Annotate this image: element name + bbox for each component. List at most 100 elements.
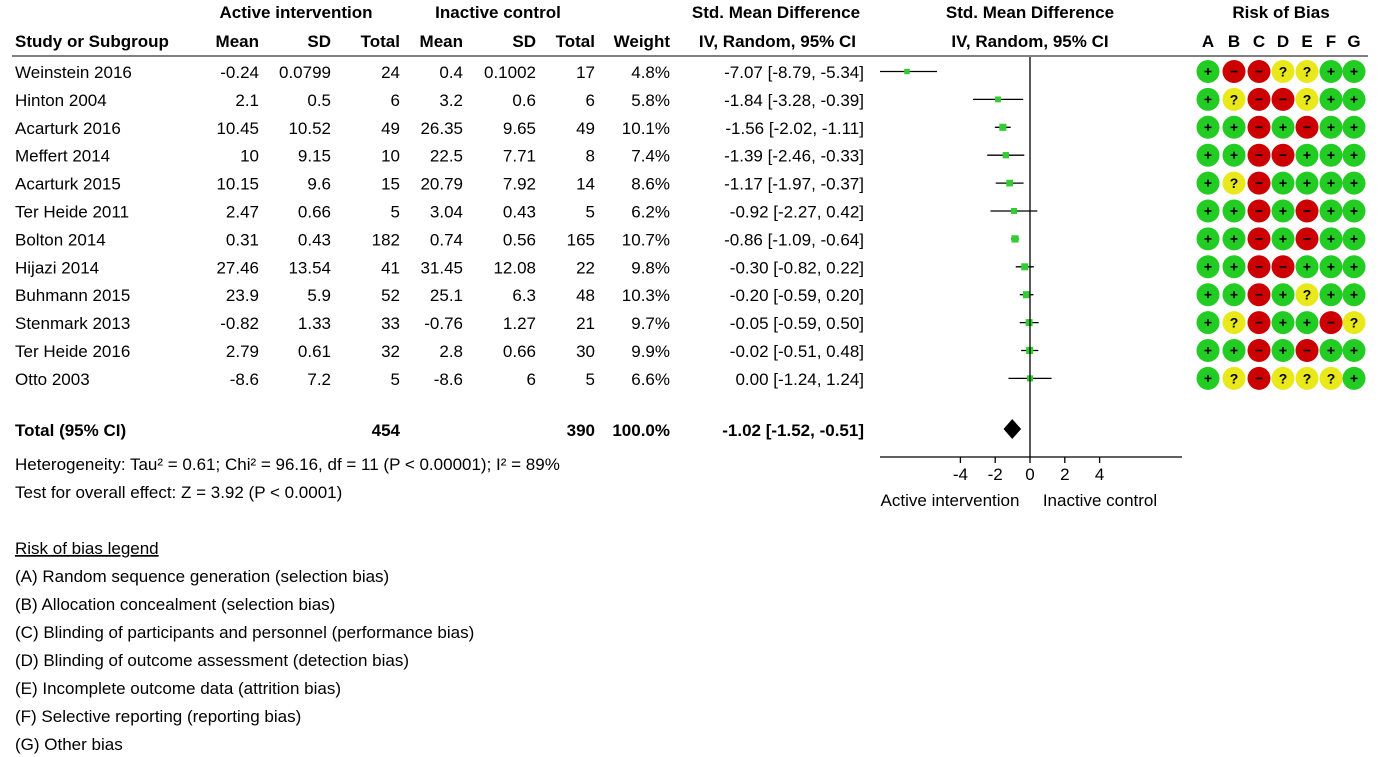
high-risk-icon (1247, 115, 1271, 139)
rob-domain-header-g: G (1347, 32, 1360, 51)
weight: 10.1% (622, 119, 670, 138)
active-total: 32 (381, 342, 400, 361)
active-mean: 0.31 (226, 230, 259, 249)
rob-circle (1222, 311, 1246, 335)
low-risk-icon (1196, 255, 1220, 279)
heterogeneity-text: Heterogeneity: Tau² = 0.61; Chi² = 96.16… (15, 455, 560, 474)
control-sd: 0.56 (503, 230, 536, 249)
rob-domain-header-b: B (1228, 32, 1240, 51)
rob-circle (1295, 87, 1319, 111)
unclear-risk-icon: ? (1222, 87, 1246, 111)
ci-text: 0.00 [-1.24, 1.24] (735, 370, 864, 389)
high-risk-icon (1319, 311, 1343, 335)
control-mean: 2.8 (439, 342, 463, 361)
weight: 4.8% (631, 63, 670, 82)
active-sd: 13.54 (288, 258, 331, 277)
control-total: 30 (576, 342, 595, 361)
high-risk-icon (1271, 87, 1295, 111)
control-sd: 0.6 (512, 91, 536, 110)
study-name: Hinton 2004 (15, 91, 107, 110)
active-total: 6 (391, 91, 400, 110)
header-control-total: Total (556, 32, 595, 51)
rob-circle (1271, 366, 1295, 390)
low-risk-icon (1222, 199, 1246, 223)
active-total: 5 (391, 370, 400, 389)
low-risk-icon (1319, 283, 1343, 307)
header-active-total: Total (361, 32, 400, 51)
low-risk-icon (1295, 171, 1319, 195)
control-sd: 7.71 (503, 147, 536, 166)
control-sd: 12.08 (493, 258, 536, 277)
weight: 8.6% (631, 175, 670, 194)
table-row: Meffert 2014 10 9.15 10 22.5 7.71 8 7.4% -1.39 [… (15, 147, 864, 166)
control-total: 8 (586, 147, 595, 166)
control-sd: 9.65 (503, 119, 536, 138)
header-active-mean: Mean (216, 32, 259, 51)
low-risk-icon (1196, 366, 1220, 390)
rob-circle (1222, 366, 1246, 390)
question-mark: ? (1303, 287, 1312, 303)
control-total: 48 (576, 286, 595, 305)
ci-text: -0.92 [-2.27, 0.42] (730, 203, 864, 222)
high-risk-icon (1247, 366, 1271, 390)
weight: 10.7% (622, 230, 670, 249)
study-name: Acarturk 2016 (15, 119, 121, 138)
low-risk-icon (1271, 339, 1295, 362)
active-total: 52 (381, 286, 400, 305)
study-name: Stenmark 2013 (15, 314, 130, 333)
high-risk-icon (1247, 199, 1271, 223)
high-risk-icon (1295, 227, 1319, 251)
control-mean: 0.4 (439, 63, 463, 82)
x-tick-label: -4 (953, 465, 968, 484)
rob-domain-header-a: A (1202, 32, 1214, 51)
point-estimate-marker (1022, 291, 1031, 299)
high-risk-icon (1271, 143, 1295, 167)
question-mark: ? (1350, 315, 1359, 331)
study-name: Buhmann 2015 (15, 286, 130, 305)
low-risk-icon (1342, 171, 1366, 195)
table-row: Hinton 2004 2.1 0.5 6 3.2 0.6 6 5.8% -1.84 [-3.2… (15, 91, 864, 110)
high-risk-icon (1222, 60, 1246, 83)
weight: 9.9% (631, 342, 670, 361)
control-mean: -8.6 (434, 370, 463, 389)
control-sd: 1.27 (503, 314, 536, 333)
active-mean: -0.24 (220, 63, 259, 82)
active-sd: 0.61 (298, 342, 331, 361)
table-row: Ter Heide 2011 2.47 0.66 5 3.04 0.43 5 6.2% -0.9… (15, 203, 864, 222)
low-risk-icon (1319, 115, 1343, 139)
table-row: Ter Heide 2016 2.79 0.61 32 2.8 0.66 30 9.9% -0.… (15, 342, 864, 361)
rob-legend-item: (E) Incomplete outcome data (attrition b… (15, 679, 341, 698)
point-estimate-marker (1025, 319, 1033, 327)
control-total: 17 (576, 63, 595, 82)
low-risk-icon (1342, 87, 1366, 111)
weight: 5.8% (631, 91, 670, 110)
control-sd: 0.66 (503, 342, 536, 361)
rob-legend-item: (C) Blinding of participants and personn… (15, 623, 474, 642)
low-risk-icon (1196, 143, 1220, 167)
low-risk-icon (1342, 199, 1366, 223)
active-sd: 0.66 (298, 203, 331, 222)
active-total: 182 (372, 230, 400, 249)
rob-legend-item: (G) Other bias (15, 735, 123, 754)
control-sd: 0.1002 (484, 63, 536, 82)
control-sd: 7.92 (503, 175, 536, 194)
ci-text: -0.30 [-0.82, 0.22] (730, 258, 864, 277)
low-risk-icon (1342, 255, 1366, 279)
control-mean: 22.5 (430, 147, 463, 166)
low-risk-icon (1196, 283, 1220, 307)
control-total: 5 (586, 370, 595, 389)
high-risk-icon (1247, 171, 1271, 195)
ci-text: -0.86 [-1.09, -0.64] (724, 230, 864, 249)
unclear-risk-icon: ? (1295, 366, 1319, 390)
unclear-risk-icon: ? (1222, 366, 1246, 390)
question-mark: ? (1279, 64, 1288, 80)
question-mark: ? (1303, 370, 1312, 386)
study-rows: Weinstein 2016 -0.24 0.0799 24 0.4 0.1002 17 4.… (15, 60, 1366, 390)
rob-circle (1222, 171, 1246, 195)
question-mark: ? (1303, 64, 1312, 80)
control-total: 5 (586, 203, 595, 222)
question-mark: ? (1327, 370, 1336, 386)
x-label-active-intervention: Active intervention (881, 491, 1020, 510)
control-mean: 25.1 (430, 286, 463, 305)
